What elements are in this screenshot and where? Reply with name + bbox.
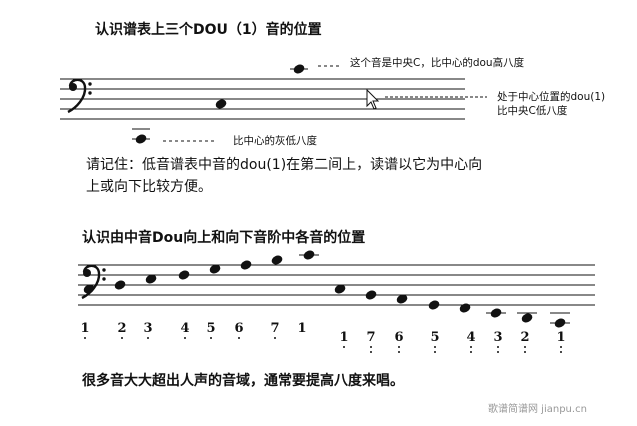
note-middle-c: [290, 64, 308, 74]
note-line-1: 请记住：低音谱表中音的dou(1)在第二间上，读谱以它为中心向: [86, 156, 482, 173]
scale-note: [517, 312, 537, 323]
scale-note: [271, 255, 283, 265]
octave-dot: [524, 346, 526, 348]
label-low: 比中心的灰低八度: [233, 134, 317, 147]
scale-note: [486, 308, 506, 318]
jianpu-number: 1: [80, 321, 89, 336]
octave-dot: [434, 346, 436, 348]
note-head: [178, 270, 190, 280]
scale-note: [178, 270, 190, 280]
octave-dot: [560, 346, 562, 348]
note-head: [428, 300, 440, 310]
scale-note: [334, 284, 346, 294]
jianpu-number: 5: [206, 321, 215, 336]
octave-dot: [210, 337, 212, 339]
note-head: [145, 274, 157, 284]
section2-title: 认识由中音Dou向上和向下音阶中各音的位置: [82, 229, 365, 246]
octave-dot: [147, 337, 149, 339]
note-head: [209, 264, 221, 274]
octave-dot: [497, 351, 499, 353]
scale-note: [396, 294, 408, 304]
jianpu-number: 7: [366, 330, 375, 345]
octave-dot: [524, 351, 526, 353]
octave-dot: [434, 351, 436, 353]
octave-dot: [84, 337, 86, 339]
note-head: [303, 250, 315, 260]
bass-staff-2: [78, 264, 595, 306]
label-high: 这个音是中央C，比中心的dou高八度: [350, 56, 525, 69]
bass-clef-icon: [81, 264, 106, 300]
note-head: [240, 260, 252, 270]
jianpu-number: 7: [270, 321, 279, 336]
octave-dot: [370, 346, 372, 348]
octave-dot: [274, 337, 276, 339]
scale-note: [114, 280, 126, 290]
octave-dot: [184, 337, 186, 339]
jianpu-number: 6: [394, 330, 403, 345]
octave-dot: [121, 337, 123, 339]
note-head: [396, 294, 408, 304]
octave-dot: [398, 346, 400, 348]
note-head: [365, 290, 377, 300]
octave-dot: [370, 351, 372, 353]
jianpu-number: 2: [117, 321, 126, 336]
jianpu-number: 4: [180, 321, 189, 336]
note-head: [334, 284, 346, 294]
label-center-1: 处于中心位置的dou(1): [497, 90, 605, 103]
jianpu-number: 4: [466, 330, 475, 345]
note-head: [271, 255, 283, 265]
octave-dot: [497, 346, 499, 348]
bass-clef-icon: [67, 78, 92, 114]
scale-note: [145, 274, 157, 284]
jianpu-number: 1: [556, 330, 565, 345]
cursor-arrow-icon: [366, 88, 380, 110]
jianpu-number: 3: [493, 330, 502, 345]
note-head: [554, 318, 566, 328]
scale-note: [459, 303, 471, 313]
note-head: [83, 284, 95, 294]
watermark: 歌谱简谱网 jianpu.cn: [488, 402, 587, 415]
jianpu-number: 6: [234, 321, 243, 336]
scale-note: [365, 290, 377, 300]
octave-dot: [398, 351, 400, 353]
scale-note: [550, 312, 570, 328]
bass-staff-1: [60, 78, 465, 120]
footer-text: 很多音大大超出人声的音域，通常要提高八度来唱。: [82, 372, 404, 389]
octave-dot: [238, 337, 240, 339]
scale-note: [83, 284, 95, 294]
octave-dot: [560, 351, 562, 353]
scale-note: [428, 300, 440, 310]
note-head: [490, 308, 502, 318]
note-center-dou: [215, 99, 227, 109]
jianpu-number: 1: [297, 321, 306, 336]
scale-note: [240, 260, 252, 270]
octave-dot: [343, 346, 345, 348]
note-head: [459, 303, 471, 313]
jianpu-number: 1: [339, 330, 348, 345]
octave-dot: [470, 351, 472, 353]
scale-note: [209, 264, 221, 274]
jianpu-number: 2: [520, 330, 529, 345]
scale-note: [299, 250, 319, 260]
jianpu-number: 3: [143, 321, 152, 336]
octave-dot: [470, 346, 472, 348]
note-low-c: [132, 128, 150, 144]
jianpu-number: 5: [430, 330, 439, 345]
section1-title: 认识谱表上三个DOU（1）音的位置: [95, 21, 322, 38]
note-head: [521, 313, 533, 323]
label-center-2: 比中央C低八度: [497, 104, 568, 117]
note-head: [114, 280, 126, 290]
note-line-2: 上或向下比较方便。: [86, 179, 212, 195]
